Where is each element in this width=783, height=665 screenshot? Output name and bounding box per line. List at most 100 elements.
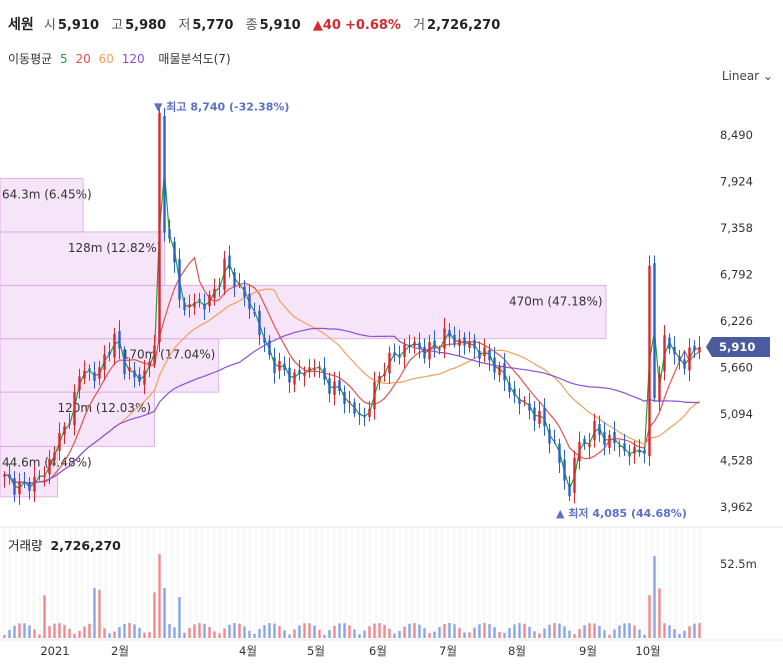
volume-bar xyxy=(458,627,461,638)
volume-bar xyxy=(353,629,356,638)
volume-bar xyxy=(498,631,501,638)
volume-profile-bar xyxy=(0,178,84,233)
volume-bar xyxy=(483,623,486,638)
ma-20-label[interactable]: 20 xyxy=(75,52,91,66)
volume-bar xyxy=(38,634,41,638)
volume-bar xyxy=(338,623,341,638)
volume-profile-label: 64.3m (6.45%) xyxy=(2,188,92,202)
price-tick-label: 6,226 xyxy=(720,314,753,328)
candle-body xyxy=(563,459,566,481)
volume-bar xyxy=(633,625,636,638)
volume-bar xyxy=(413,623,416,638)
chevron-down-icon: ⌄ xyxy=(762,69,773,83)
candle-body xyxy=(253,311,256,314)
scale-toggle-button[interactable]: Linear ⌄ xyxy=(722,69,773,83)
ma-60-label[interactable]: 60 xyxy=(98,52,114,66)
volume-bar xyxy=(643,634,646,638)
volume-bar xyxy=(548,624,551,638)
volume-bar xyxy=(223,628,226,638)
volume-bar xyxy=(258,628,261,638)
candle-body xyxy=(128,367,131,372)
volume-bar xyxy=(698,623,701,638)
candle-body xyxy=(418,342,421,348)
volume-bar xyxy=(443,623,446,638)
volume-bar xyxy=(48,626,51,638)
candle-body xyxy=(653,263,656,399)
volume-profile-label: 170m (17.04%) xyxy=(122,348,216,362)
candle-body xyxy=(428,341,431,360)
volume-bar xyxy=(568,630,571,638)
volume-bar xyxy=(238,623,241,638)
volume-bar xyxy=(78,630,81,638)
candle-body xyxy=(73,392,76,426)
candle-body xyxy=(148,361,151,368)
candle-body xyxy=(698,346,701,353)
time-tick-label: 2021 xyxy=(40,644,69,658)
candle-body xyxy=(138,374,141,382)
candle-body xyxy=(263,337,266,343)
candle-body xyxy=(443,328,446,349)
volume-bar xyxy=(253,633,256,638)
candle-body xyxy=(338,380,341,392)
volume-bar xyxy=(598,625,601,638)
candle-body xyxy=(318,366,321,368)
candle-body xyxy=(288,367,291,383)
ma-legend: 이동평균 5 20 60 120 매물분석도(7) xyxy=(8,50,235,67)
volume-bar xyxy=(188,627,191,638)
volume-bar xyxy=(578,629,581,638)
volume-bar xyxy=(378,623,381,638)
volume-bar xyxy=(558,623,561,638)
volume-bar xyxy=(273,623,276,638)
candle-body xyxy=(363,415,366,418)
ma-5-label[interactable]: 5 xyxy=(60,52,68,66)
candle-body xyxy=(668,337,671,349)
volume-bar xyxy=(533,631,536,638)
current-price-label: 5,910 xyxy=(719,340,755,354)
candle-body xyxy=(473,339,476,349)
candle-body xyxy=(118,331,121,349)
volume-bar xyxy=(388,628,391,638)
volume-bar xyxy=(68,628,71,638)
volume-bar xyxy=(248,630,251,638)
volume-bar xyxy=(668,625,671,638)
candle-body xyxy=(33,476,36,492)
candle-body xyxy=(408,345,411,347)
ma-legend-title: 이동평균 xyxy=(8,52,53,66)
candle-body xyxy=(588,443,591,448)
candle-body xyxy=(183,302,186,310)
candle-body xyxy=(683,359,686,369)
candle-body xyxy=(333,381,336,396)
volume-bar xyxy=(423,628,426,638)
candle-body xyxy=(438,349,441,351)
volume-bar xyxy=(93,588,96,638)
candle-body xyxy=(628,453,631,457)
volume-bar xyxy=(58,623,61,638)
volume-bar xyxy=(13,625,16,638)
candle-body xyxy=(578,442,581,462)
volume-bar xyxy=(473,627,476,638)
volume-bar xyxy=(628,623,631,638)
volume-bar xyxy=(433,631,436,638)
high-annotation: ▼ 최고 8,740 (-32.38%) xyxy=(154,99,289,113)
stock-name: 세원 xyxy=(8,17,34,33)
volume-bar xyxy=(508,628,511,638)
volume-profile-bar xyxy=(0,231,166,286)
candle-body xyxy=(213,288,216,298)
vertical-grid xyxy=(0,526,783,641)
high-value: 5,980 xyxy=(125,18,167,33)
volume-bar xyxy=(593,623,596,638)
price-tick-label: 4,528 xyxy=(720,454,753,468)
candle-body xyxy=(398,355,401,358)
ma-120-label[interactable]: 120 xyxy=(121,52,145,66)
candle-body xyxy=(548,429,551,444)
open-label: 시 xyxy=(43,18,56,33)
volume-bar xyxy=(288,634,291,638)
price-tick-label: 7,924 xyxy=(720,175,753,189)
volume-bar xyxy=(178,597,181,638)
candle-body xyxy=(483,347,486,357)
volume-bar xyxy=(148,632,151,638)
volume-profile-label[interactable]: 매물분석도(7) xyxy=(158,52,231,66)
price-tick-label: 7,358 xyxy=(720,221,753,235)
candle-body xyxy=(28,481,31,491)
